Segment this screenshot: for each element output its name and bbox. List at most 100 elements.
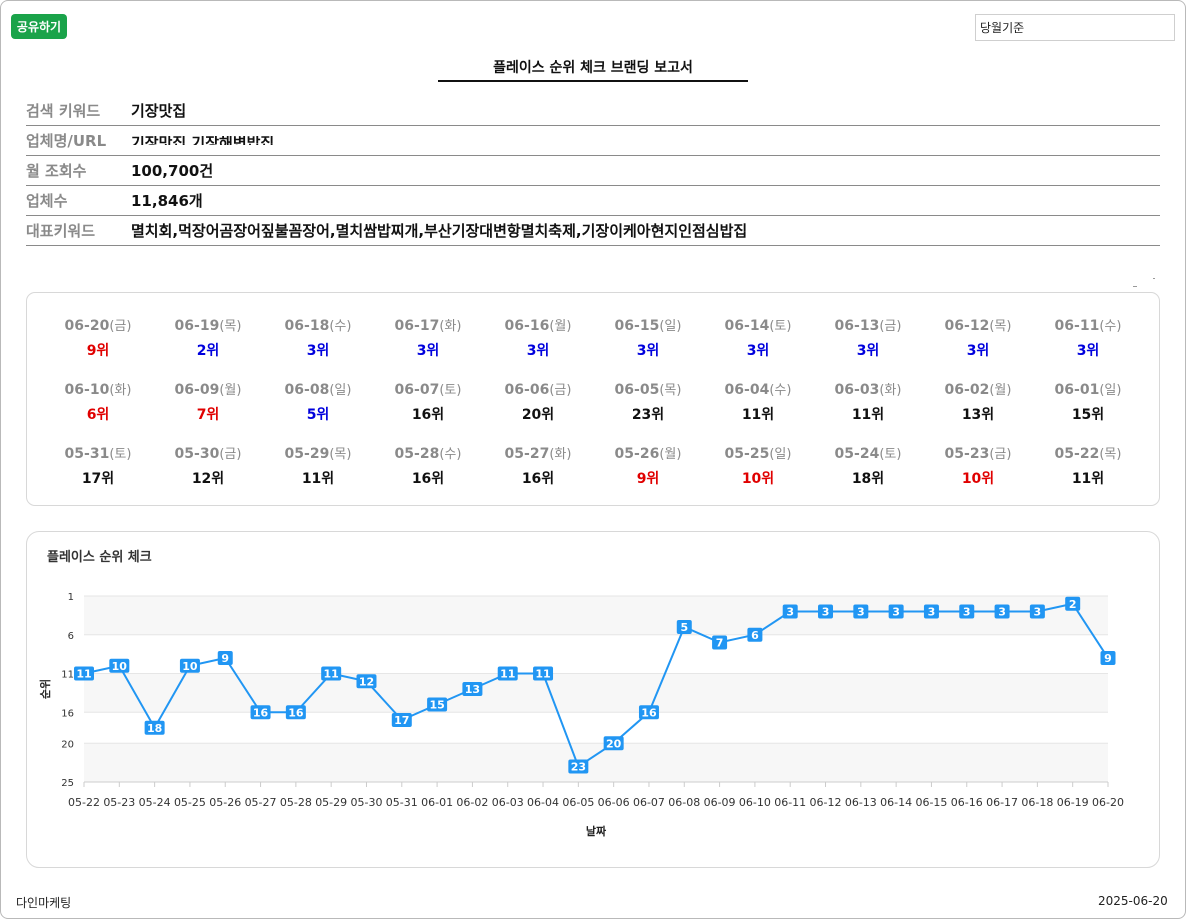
rank-cell: 06-05(목) 23위 bbox=[593, 379, 703, 424]
rank-date: 06-17(화) bbox=[373, 315, 483, 334]
rank-day-of-week: (일) bbox=[329, 383, 352, 398]
rank-date-value: 05-25 bbox=[724, 446, 770, 462]
data-label: 9 bbox=[1104, 652, 1112, 665]
data-label: 7 bbox=[716, 637, 724, 650]
rep-keywords-label: 대표키워드 bbox=[26, 222, 96, 240]
rank-date-value: 06-01 bbox=[1054, 382, 1100, 398]
rank-date: 06-19(목) bbox=[153, 315, 263, 334]
rank-cell: 05-23(금) 10위 bbox=[923, 443, 1033, 488]
data-label: 16 bbox=[288, 706, 304, 719]
rank-date: 06-12(목) bbox=[923, 315, 1033, 334]
x-tick-label: 06-08 bbox=[668, 796, 700, 809]
data-point bbox=[356, 674, 377, 689]
data-point bbox=[74, 666, 94, 681]
data-label: 9 bbox=[221, 652, 229, 665]
rank-date-value: 06-05 bbox=[614, 382, 660, 398]
rank-date-value: 06-03 bbox=[834, 382, 880, 398]
rank-value: 11위 bbox=[851, 407, 885, 423]
share-button[interactable]: 공유하기 bbox=[11, 14, 67, 39]
data-label: 12 bbox=[359, 675, 374, 688]
x-tick-label: 05-24 bbox=[139, 796, 171, 809]
rank-value: 17위 bbox=[81, 471, 115, 487]
rank-cell: 05-26(월) 9위 bbox=[593, 443, 703, 488]
info-row-count: 업체수 11,846개 bbox=[26, 186, 1160, 216]
rank-value: 3위 bbox=[416, 343, 440, 359]
rank-value: 5위 bbox=[306, 407, 330, 423]
rank-date: 06-05(목) bbox=[593, 379, 703, 398]
y-tick-label: 25 bbox=[61, 778, 74, 789]
rank-date: 05-24(토) bbox=[813, 443, 923, 462]
rank-date-value: 06-04 bbox=[724, 382, 770, 398]
x-tick-label: 05-25 bbox=[174, 796, 206, 809]
data-label: 5 bbox=[680, 621, 688, 634]
rank-cell: 05-29(목) 11위 bbox=[263, 443, 373, 488]
data-label: 23 bbox=[571, 761, 586, 774]
data-point bbox=[144, 720, 165, 735]
rank-value: 12위 bbox=[191, 471, 225, 487]
rank-date: 05-25(일) bbox=[703, 443, 813, 462]
rank-cell: 06-06(금) 20위 bbox=[483, 379, 593, 424]
rank-day-of-week: (월) bbox=[549, 319, 572, 334]
rank-day-of-week: (목) bbox=[329, 447, 352, 462]
rank-cell: 06-13(금) 3위 bbox=[813, 315, 923, 360]
data-label: 2 bbox=[1069, 598, 1077, 611]
grid-band bbox=[84, 596, 1108, 635]
data-label: 6 bbox=[751, 629, 759, 642]
data-point bbox=[853, 604, 869, 619]
data-label: 11 bbox=[500, 668, 515, 681]
rank-day-of-week: (금) bbox=[219, 447, 242, 462]
rank-date: 06-07(토) bbox=[373, 379, 483, 398]
rank-date-value: 06-02 bbox=[944, 382, 990, 398]
rank-cell: 06-15(일) 3위 bbox=[593, 315, 703, 360]
rank-value: 16위 bbox=[411, 407, 445, 423]
rank-cell: 05-27(화) 16위 bbox=[483, 443, 593, 488]
rank-value: 3위 bbox=[746, 343, 770, 359]
data-label: 18 bbox=[147, 722, 162, 735]
x-tick-label: 06-15 bbox=[915, 796, 947, 809]
x-tick-label: 05-27 bbox=[245, 796, 277, 809]
data-label: 3 bbox=[786, 606, 794, 619]
rank-day-of-week: (일) bbox=[659, 319, 682, 334]
x-tick-label: 06-19 bbox=[1057, 796, 1089, 809]
data-point bbox=[568, 759, 589, 774]
basis-select[interactable]: 당월기준 bbox=[975, 14, 1175, 41]
rank-date: 06-03(화) bbox=[813, 379, 923, 398]
rank-day-of-week: (토) bbox=[769, 319, 792, 334]
y-tick-label: 16 bbox=[61, 708, 74, 719]
data-label: 15 bbox=[429, 699, 444, 712]
rank-date: 06-20(금) bbox=[43, 315, 153, 334]
rank-date-value: 06-09 bbox=[174, 382, 220, 398]
data-label: 3 bbox=[822, 606, 830, 619]
rank-value: 23위 bbox=[631, 407, 665, 423]
grid-band bbox=[84, 743, 1108, 782]
rank-date: 06-11(수) bbox=[1033, 315, 1143, 334]
data-point bbox=[533, 666, 554, 681]
x-tick-label: 06-18 bbox=[1021, 796, 1053, 809]
x-tick-label: 06-14 bbox=[880, 796, 912, 809]
rank-date-value: 06-15 bbox=[614, 318, 660, 334]
x-tick-label: 06-10 bbox=[739, 796, 771, 809]
rank-date: 06-10(화) bbox=[43, 379, 153, 398]
rank-value: 6위 bbox=[86, 407, 110, 423]
divider bbox=[1153, 278, 1155, 279]
rank-value: 3위 bbox=[636, 343, 660, 359]
rank-value: 16위 bbox=[521, 471, 555, 487]
data-point bbox=[994, 604, 1010, 619]
rank-day-of-week: (토) bbox=[879, 447, 902, 462]
data-label: 3 bbox=[857, 606, 865, 619]
data-point bbox=[923, 604, 939, 619]
x-tick-label: 05-30 bbox=[350, 796, 382, 809]
data-label: 20 bbox=[606, 737, 622, 750]
rank-day-of-week: (목) bbox=[989, 319, 1012, 334]
x-tick-label: 06-02 bbox=[456, 796, 488, 809]
rank-date: 05-26(월) bbox=[593, 443, 703, 462]
rank-date-value: 06-06 bbox=[504, 382, 550, 398]
rank-cell: 05-31(토) 17위 bbox=[43, 443, 153, 488]
rank-cell: 06-18(수) 3위 bbox=[263, 315, 373, 360]
x-tick-label: 06-07 bbox=[633, 796, 665, 809]
rank-day-of-week: (목) bbox=[659, 383, 682, 398]
rank-date-value: 06-17 bbox=[394, 318, 440, 334]
rep-keywords-value: 멸치회,먹장어곰장어짚불꼼장어,멸치쌈밥찌개,부산기장대변항멸치축제,기장이케아… bbox=[131, 222, 748, 240]
rank-date: 05-22(목) bbox=[1033, 443, 1143, 462]
